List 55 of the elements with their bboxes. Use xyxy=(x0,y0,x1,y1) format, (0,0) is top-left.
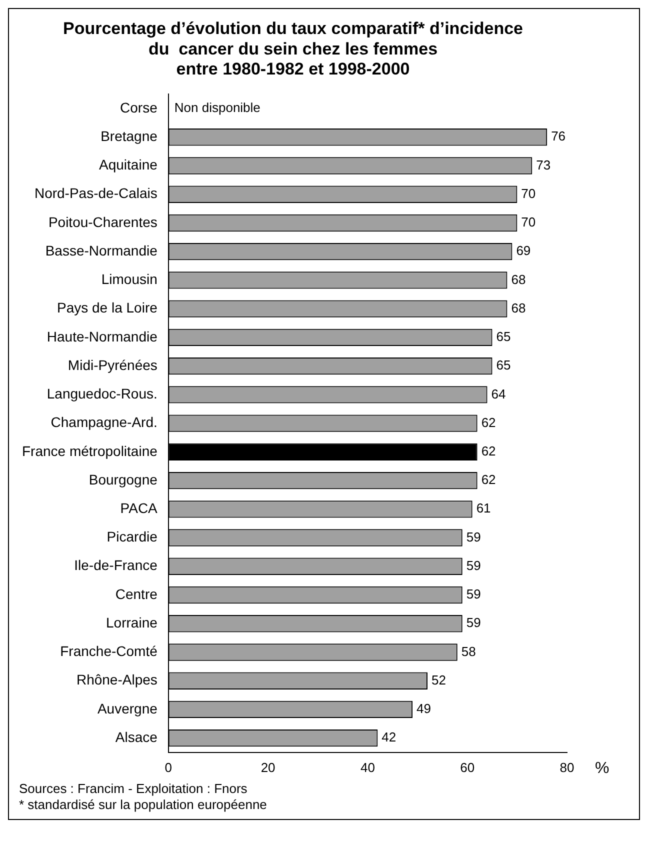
data-label: 65 xyxy=(496,358,511,373)
text: * standardisé sur la population européenne xyxy=(19,797,268,813)
chart-title: Pourcentage d’évolution du taux comparatif* d’incidence du cancer du sein chez les femmes entre 1980-1982 et 1998-2000 xyxy=(62,18,524,79)
data-label: 42 xyxy=(382,730,396,745)
x-tick-label: 40 xyxy=(360,760,375,775)
y-tick-label: Bretagne xyxy=(100,128,158,144)
x-tick-label: 80 xyxy=(560,760,574,775)
y-tick-label: Picardie xyxy=(106,528,158,545)
y-tick-label: Haute-Normandie xyxy=(46,328,158,344)
x-tick-label: 0 xyxy=(164,760,172,775)
y-tick-label: Poitou-Charentes xyxy=(48,214,158,230)
data-label: 76 xyxy=(551,128,566,144)
data-label: 59 xyxy=(466,529,481,544)
y-tick-label: Pays de la Loire xyxy=(56,300,158,316)
y-tick-label: PACA xyxy=(120,500,158,516)
data-label: 64 xyxy=(491,386,506,402)
x-axis-title: % xyxy=(595,760,610,777)
y-tick-label: Languedoc-Rous. xyxy=(46,386,158,402)
data-label: 62 xyxy=(481,414,496,430)
data-label: 68 xyxy=(511,272,526,287)
data-label: 73 xyxy=(536,157,551,172)
y-tick-label: Champagne-Ard. xyxy=(50,414,158,430)
y-tick-label: Midi-Pyrénées xyxy=(68,356,158,373)
text: Non disponible xyxy=(174,100,260,116)
data-label: 61 xyxy=(476,500,491,516)
y-tick-label: Franche-Comté xyxy=(60,643,158,660)
y-tick-label: Lorraine xyxy=(106,614,158,630)
y-tick-label: Alsace xyxy=(115,728,158,745)
data-label: 65 xyxy=(496,329,511,344)
data-label: 70 xyxy=(521,186,536,201)
y-tick-label: Basse-Normandie xyxy=(45,242,158,258)
y-tick-label: Rhône-Alpes xyxy=(76,672,158,688)
data-label: 69 xyxy=(516,243,531,258)
data-label: 68 xyxy=(511,300,526,316)
y-tick-label: Bourgogne xyxy=(88,471,158,488)
data-label: 62 xyxy=(481,443,496,458)
y-tick-label: Limousin xyxy=(101,271,158,288)
y-tick-label: Centre xyxy=(115,586,158,602)
data-label: 49 xyxy=(416,701,432,716)
y-tick-label: Auvergne xyxy=(97,700,158,716)
data-label: 70 xyxy=(521,214,536,230)
y-tick-label: Aquitaine xyxy=(99,156,158,173)
y-tick-label: France métropolitaine xyxy=(22,442,158,459)
x-tick-label: 20 xyxy=(260,760,276,775)
source-note: Sources : Francim - Exploitation : Fnors xyxy=(19,781,248,797)
data-label: 59 xyxy=(466,615,481,630)
data-label: 52 xyxy=(431,672,446,688)
y-tick-label: Ile-de-France xyxy=(74,557,158,574)
data-label: 59 xyxy=(466,586,481,602)
data-label: 58 xyxy=(461,644,476,659)
data-label: 59 xyxy=(466,558,481,573)
y-tick-label: Corse xyxy=(120,99,158,116)
data-label: 62 xyxy=(481,472,496,488)
x-tick-label: 60 xyxy=(460,760,475,775)
y-tick-label: Nord-Pas-de-Calais xyxy=(34,185,158,202)
